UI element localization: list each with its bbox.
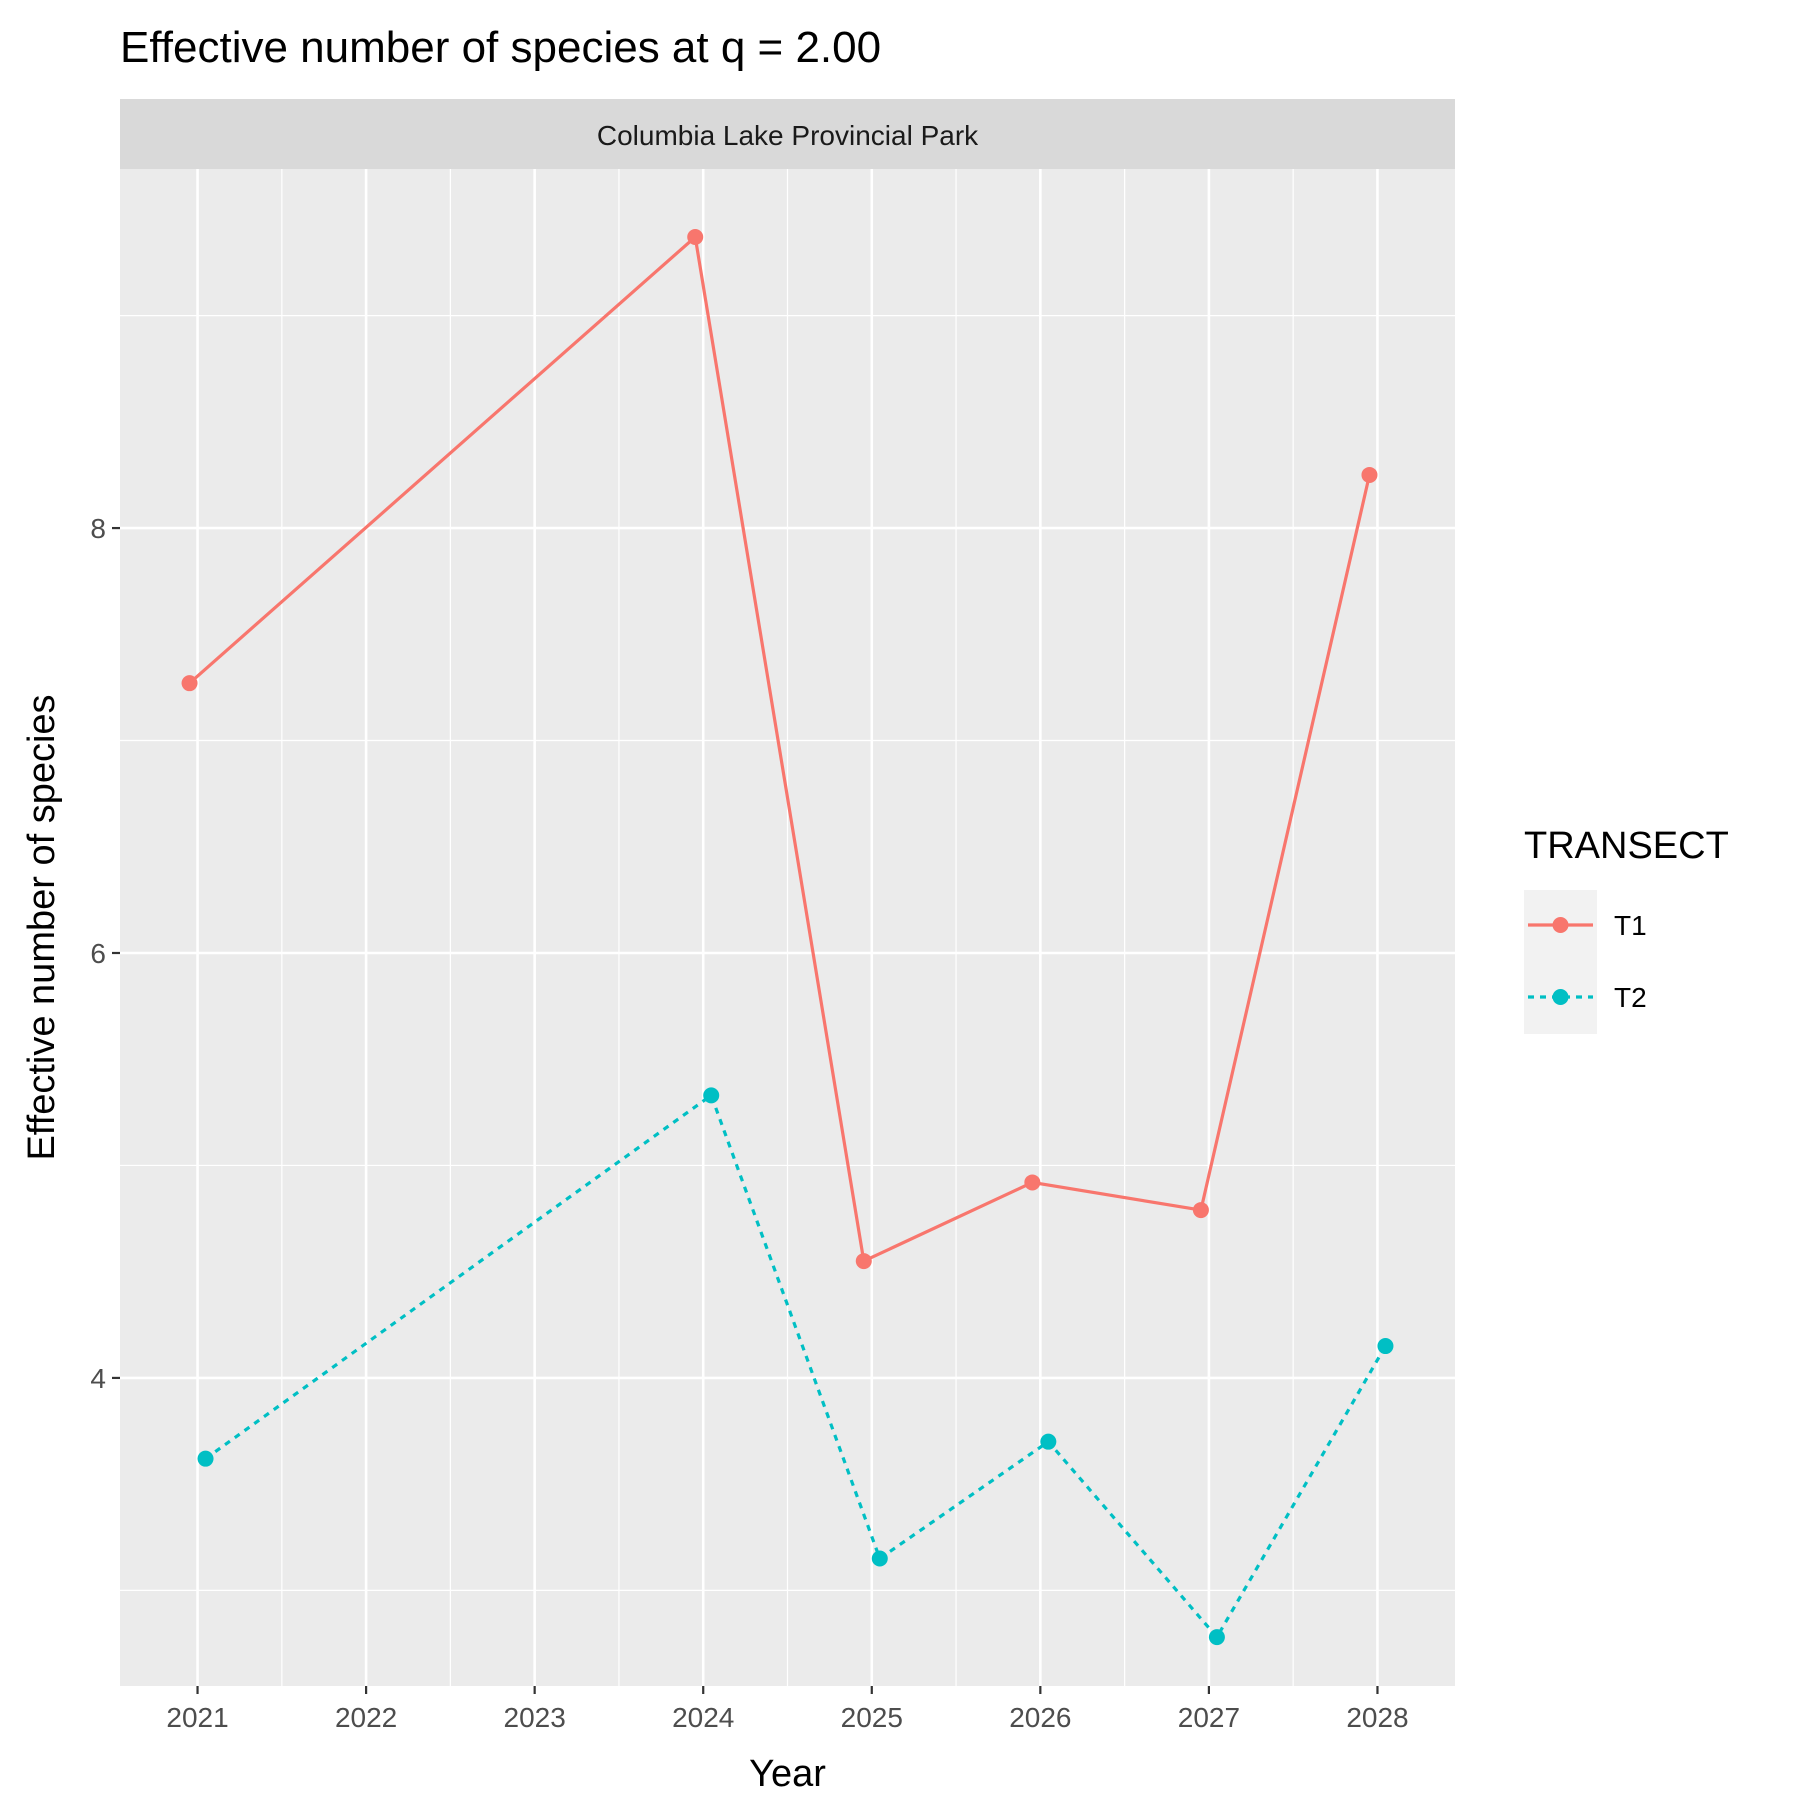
legend-key-point-t2 [1552,989,1569,1005]
data-point-t1 [1361,466,1378,483]
data-point-t2 [197,1450,214,1467]
facet-strip-label: Columbia Lake Provincial Park [597,120,979,151]
y-axis-title: Effective number of species [21,694,63,1160]
x-tick-label: 2026 [1009,1702,1071,1733]
x-tick-label: 2025 [841,1702,903,1733]
minor-gridlines [120,169,1455,1686]
data-point-t1 [1192,1202,1209,1219]
x-tick-label: 2024 [672,1702,734,1733]
data-point-t1 [181,675,198,692]
data-point-t1 [1024,1174,1041,1191]
series-line-t1 [188,233,1372,1264]
x-axis-title: Year [749,1753,826,1795]
y-tick-label: 8 [90,513,106,544]
y-tick-label: 6 [90,938,106,969]
x-tick-label: 2023 [504,1702,566,1733]
legend-label-t1: T1 [1614,910,1647,941]
x-tick-label: 2028 [1346,1702,1408,1733]
legend-label-t2: T2 [1614,982,1647,1013]
legend-items: T1 T2 [1528,910,1647,1013]
y-tick-label: 4 [90,1363,106,1394]
major-gridlines [120,169,1455,1686]
series-layer [181,228,1394,1646]
legend: TRANSECT T1 T2 [1524,825,1729,1034]
data-point-t2 [871,1550,888,1567]
legend-title: TRANSECT [1524,825,1729,867]
data-point-t2 [1040,1433,1057,1450]
chart-title: Effective number of species at q = 2.00 [120,23,881,72]
data-point-t1 [855,1253,872,1270]
legend-key-background [1524,890,1597,1034]
data-point-t2 [703,1087,720,1104]
x-tick-label: 2021 [166,1702,228,1733]
legend-key-point-t1 [1552,917,1569,933]
y-axis: 4 6 8 [90,513,120,1394]
series-line-t2 [204,1092,1387,1640]
x-tick-label: 2022 [335,1702,397,1733]
data-point-t1 [687,228,704,245]
data-point-t2 [1377,1338,1394,1355]
x-axis: 2021 2022 2023 2024 2025 2026 2027 2028 [166,1686,1409,1733]
x-tick-label: 2027 [1178,1702,1240,1733]
facet-strip [120,99,1455,169]
data-point-t2 [1208,1629,1225,1646]
